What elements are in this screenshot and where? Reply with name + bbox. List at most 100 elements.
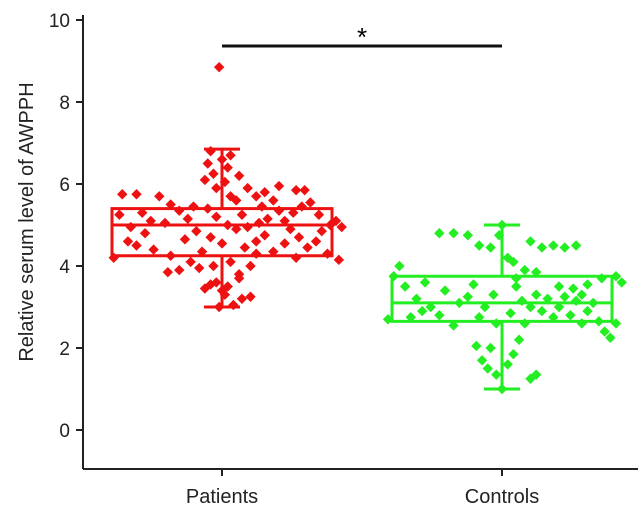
data-point (511, 281, 522, 292)
data-point (576, 318, 587, 329)
data-point (531, 369, 542, 380)
data-point (139, 228, 151, 239)
data-point (131, 189, 142, 200)
y-tick-label: 4 (59, 257, 70, 278)
y-axis-label: Relative serum level of AWPPH (16, 82, 38, 361)
data-point (474, 240, 485, 251)
data-point (471, 340, 482, 352)
data-point (336, 221, 347, 233)
data-point (313, 209, 325, 220)
data-point (245, 260, 256, 272)
y-tick-label: 8 (59, 93, 70, 114)
data-point (511, 273, 522, 284)
data-point (251, 248, 262, 259)
data-point (505, 307, 516, 319)
data-point (482, 363, 493, 374)
data-point (159, 217, 171, 229)
data-point (117, 189, 128, 200)
data-point (288, 207, 299, 218)
data-point (616, 277, 627, 288)
data-point (213, 61, 225, 73)
data-point (225, 191, 236, 202)
x-ticks: Patients Controls (186, 469, 539, 508)
category-label-patients: Patients (186, 486, 258, 508)
data-point (394, 260, 405, 272)
data-point (216, 238, 228, 249)
data-point (236, 293, 248, 304)
data-point (131, 240, 142, 251)
data-point (199, 174, 211, 186)
data-point (205, 232, 216, 243)
data-point (599, 326, 610, 337)
data-point (273, 180, 285, 192)
data-point (302, 242, 313, 253)
data-point (316, 225, 327, 237)
data-point (488, 289, 499, 300)
data-point (576, 289, 587, 300)
data-point (434, 310, 445, 321)
data-point (462, 291, 473, 302)
data-point (536, 242, 548, 253)
data-point (419, 277, 431, 288)
data-point (228, 299, 239, 311)
y-tick-label: 2 (59, 339, 70, 360)
data-point (211, 211, 222, 222)
data-point (191, 225, 202, 237)
data-point (154, 191, 165, 202)
data-point (559, 291, 570, 302)
y-ticks: 0 2 4 6 8 10 (49, 11, 83, 442)
data-point (476, 355, 488, 366)
data-point (202, 158, 213, 169)
data-point (268, 195, 279, 206)
data-point (305, 197, 316, 208)
data-point (262, 213, 273, 225)
data-point (293, 232, 305, 243)
data-point (185, 256, 196, 268)
significance-label: * (357, 22, 367, 52)
data-point (137, 207, 148, 218)
data-point (519, 318, 530, 329)
data-point (310, 236, 322, 247)
axes: 0 2 4 6 8 10 Patients Controls (49, 11, 638, 508)
data-point (179, 234, 191, 245)
data-point (239, 242, 250, 253)
data-point (508, 348, 519, 360)
data-point (145, 215, 156, 227)
data-point (245, 291, 256, 302)
data-point (231, 223, 242, 235)
data-point (273, 205, 285, 216)
data-point (559, 242, 570, 253)
data-point (122, 236, 134, 247)
data-point (253, 217, 265, 229)
data-point (605, 332, 616, 343)
data-point (434, 228, 445, 239)
data-point (290, 184, 302, 196)
data-point (448, 320, 459, 331)
data-point (194, 262, 205, 274)
data-point (208, 260, 219, 272)
data-point (242, 182, 253, 194)
data-point (485, 342, 496, 354)
data-points (108, 61, 627, 395)
data-point (417, 305, 428, 317)
data-point (548, 240, 559, 251)
data-point (519, 264, 530, 276)
data-point (531, 289, 542, 300)
data-point (205, 146, 216, 157)
data-point (582, 279, 593, 290)
data-point (256, 201, 268, 212)
data-point (233, 170, 245, 181)
data-point (491, 369, 502, 380)
data-point (251, 191, 262, 202)
data-point (531, 266, 542, 278)
data-point (125, 221, 136, 233)
data-point (188, 201, 199, 212)
box-controls (390, 223, 614, 391)
data-point (148, 244, 159, 255)
data-point (399, 281, 411, 292)
y-tick-label: 6 (59, 175, 70, 196)
data-point (114, 209, 125, 220)
data-point (570, 240, 582, 251)
data-point (508, 256, 519, 268)
y-tick-label: 0 (59, 421, 70, 442)
